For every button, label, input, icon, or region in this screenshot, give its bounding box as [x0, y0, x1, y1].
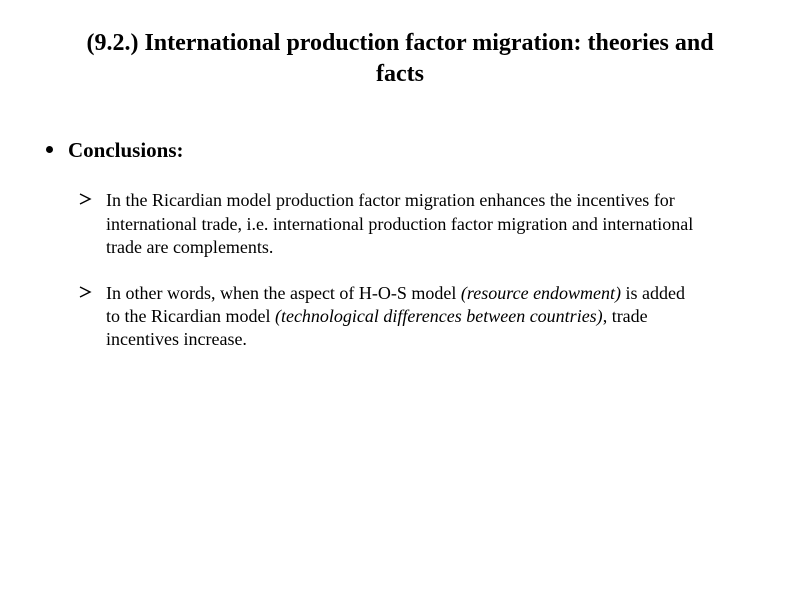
list-item-text: In the Ricardian model production factor…	[106, 190, 693, 257]
chevron-right-icon	[78, 284, 94, 300]
list-item: In the Ricardian model production factor…	[106, 189, 760, 259]
conclusions-heading: Conclusions:	[68, 138, 760, 163]
bullet-list-level1: Conclusions:	[40, 138, 760, 163]
italic-span: (resource endowment)	[461, 283, 621, 303]
heading-text: Conclusions:	[68, 138, 184, 162]
italic-span: (technological differences between count…	[275, 306, 603, 326]
text-span: In other words, when the aspect of H-O-S…	[106, 283, 461, 303]
chevron-right-icon	[78, 191, 94, 207]
list-item: In other words, when the aspect of H-O-S…	[106, 282, 760, 352]
text-span: In the Ricardian model production factor…	[106, 190, 693, 257]
bullet-list-level2: In the Ricardian model production factor…	[40, 189, 760, 351]
disc-bullet-icon	[46, 146, 53, 153]
list-item-text: In other words, when the aspect of H-O-S…	[106, 283, 685, 350]
slide-title: (9.2.) International production factor m…	[40, 28, 760, 90]
